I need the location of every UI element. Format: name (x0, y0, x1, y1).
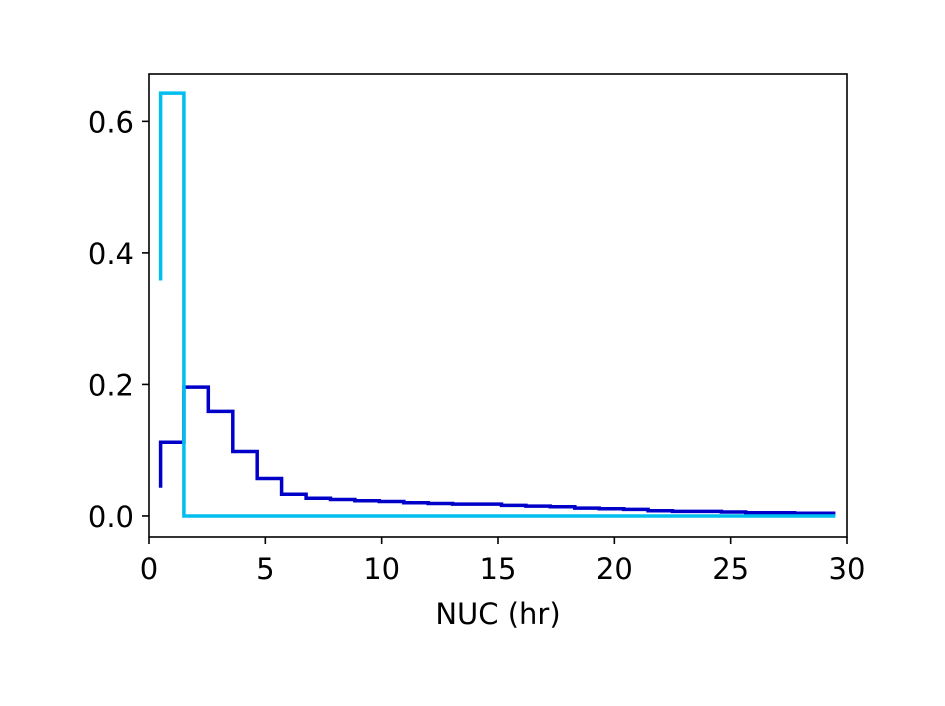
x-axis: 0 5 10 15 20 25 30 (140, 537, 866, 586)
y-tick-label: 0.6 (88, 105, 134, 139)
series-line-2 (158, 91, 836, 518)
x-tick-label: 20 (596, 552, 633, 586)
x-tick-label: 5 (256, 552, 274, 586)
y-axis: 0.0 0.2 0.4 0.6 (88, 105, 149, 534)
x-tick-label: 10 (363, 552, 400, 586)
series-layer (158, 91, 836, 518)
y-tick-label: 0.4 (88, 237, 134, 271)
x-tick-label: 0 (140, 552, 158, 586)
x-tick-label: 15 (480, 552, 517, 586)
x-tick-label: 25 (712, 552, 749, 586)
x-axis-label: NUC (hr) (435, 597, 560, 631)
series-line-1 (158, 385, 836, 516)
y-tick-label: 0.0 (88, 500, 134, 534)
x-tick-label: 30 (829, 552, 866, 586)
y-tick-label: 0.2 (88, 368, 134, 402)
